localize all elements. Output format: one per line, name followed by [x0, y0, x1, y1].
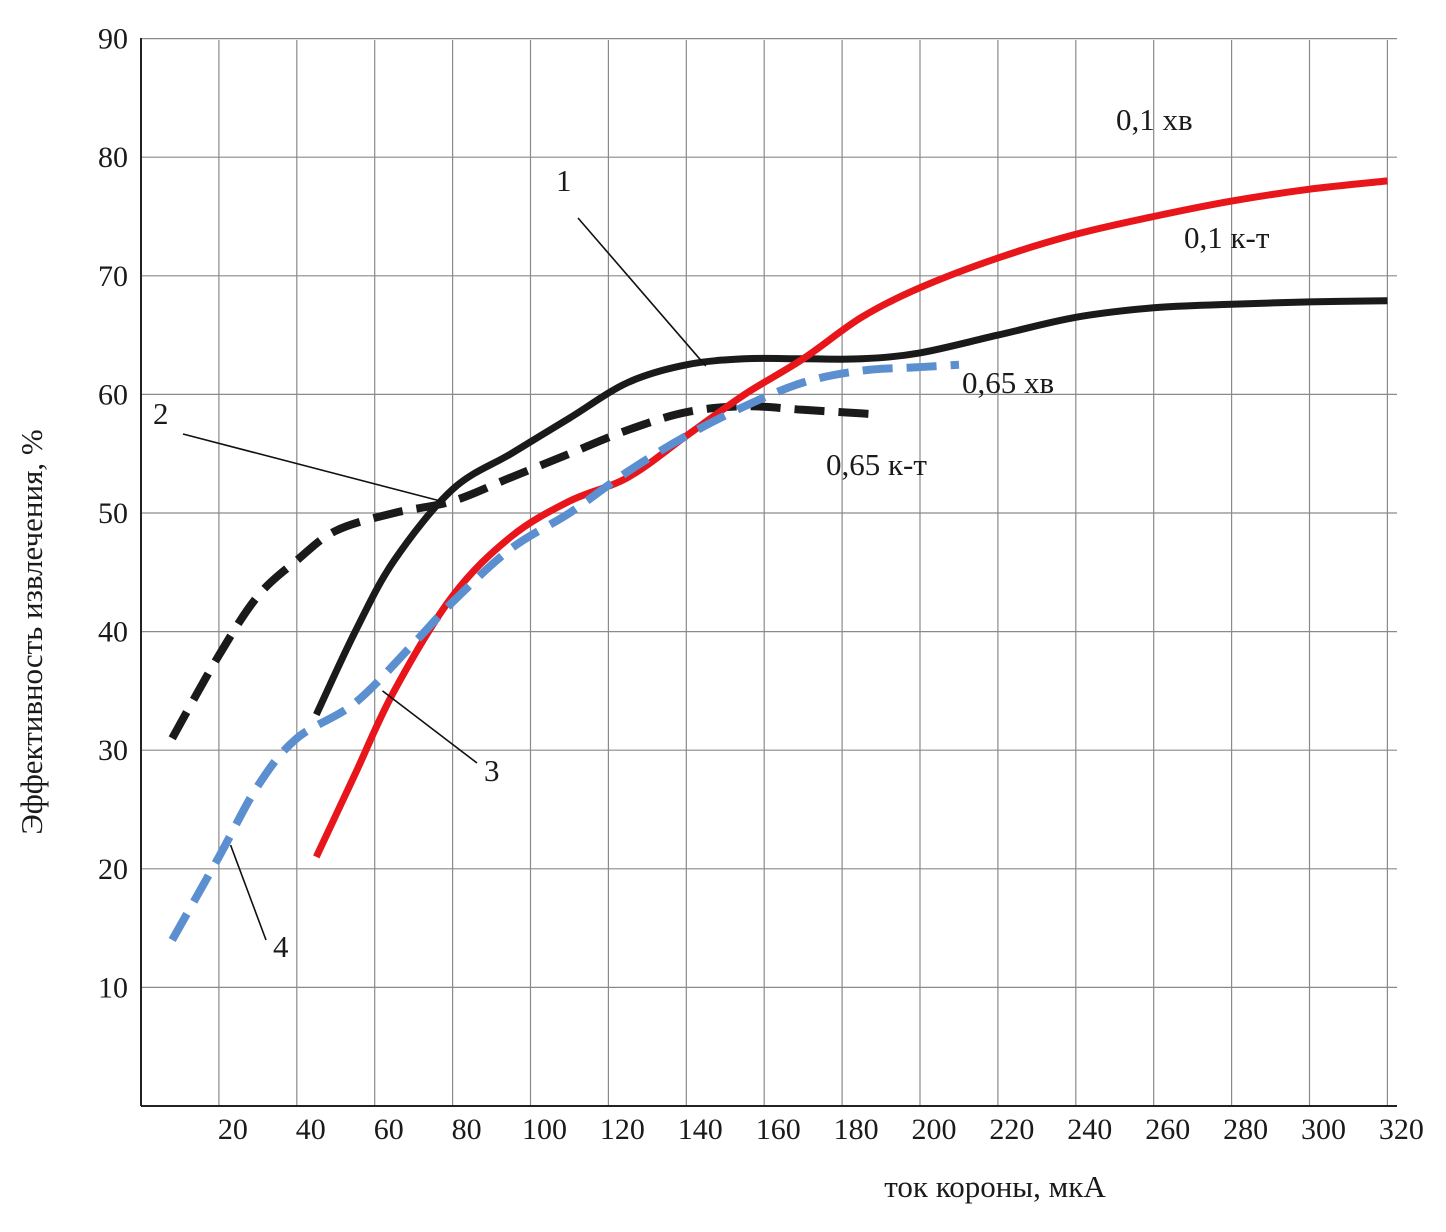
- x-tick-label: 140: [678, 1113, 723, 1146]
- leader-line-2: [182, 433, 442, 502]
- x-axis-title: ток короны, мкА: [884, 1169, 1106, 1204]
- series-line-3: [313, 177, 1388, 859]
- annotation-065-hv: 0,65 хв: [962, 365, 1054, 400]
- annotation-curve-2: 2: [153, 396, 169, 431]
- annotations: 1 2 3 4 0,1 хв 0,1 к-т 0,65 хв 0,65 к-т: [153, 102, 1270, 964]
- x-tick-label: 180: [834, 1113, 879, 1146]
- grid: [141, 37, 1397, 1106]
- series-lines: [168, 177, 1388, 942]
- axes: [140, 38, 1397, 1107]
- y-axis-title: Эффективность извлечения, %: [14, 429, 49, 834]
- y-tick-label: 10: [98, 971, 128, 1004]
- y-tick-label: 20: [98, 853, 128, 886]
- x-tick-label: 220: [989, 1113, 1034, 1146]
- annotation-065-kt: 0,65 к-т: [826, 447, 927, 482]
- x-tick-label: 20: [218, 1113, 248, 1146]
- y-tick-label: 40: [98, 616, 128, 649]
- y-tick-label: 80: [98, 141, 128, 174]
- series-line-1: [313, 297, 1388, 717]
- series-line-2: [168, 402, 882, 741]
- x-tick-label: 200: [912, 1113, 957, 1146]
- tick-labels: 20 40 60 80 100 120 140 160 180 200 220 240 260 280 30…: [98, 23, 1424, 1146]
- annotation-curve-4: 4: [273, 929, 289, 964]
- y-tick-label: 90: [98, 23, 128, 56]
- x-tick-label: 280: [1223, 1113, 1268, 1146]
- x-tick-label: 100: [522, 1113, 567, 1146]
- y-tick-label: 50: [98, 497, 128, 530]
- leader-line-3: [382, 690, 478, 764]
- x-tick-label: 240: [1067, 1113, 1112, 1146]
- leader-line-1: [577, 217, 707, 367]
- annotation-01-hv: 0,1 хв: [1116, 102, 1193, 137]
- y-tick-label: 70: [98, 260, 128, 293]
- x-tick-label: 80: [452, 1113, 482, 1146]
- x-tick-label: 260: [1145, 1113, 1190, 1146]
- annotation-curve-1: 1: [556, 163, 572, 198]
- x-tick-label: 160: [756, 1113, 801, 1146]
- y-tick-label: 60: [98, 378, 128, 411]
- leader-lines: [182, 217, 707, 941]
- series-line-4: [168, 360, 960, 942]
- y-tick-label: 30: [98, 734, 128, 767]
- x-tick-label: 320: [1379, 1113, 1424, 1146]
- x-tick-label: 60: [374, 1113, 404, 1146]
- x-tick-label: 300: [1301, 1113, 1346, 1146]
- x-tick-label: 40: [296, 1113, 326, 1146]
- annotation-01-kt: 0,1 к-т: [1184, 220, 1270, 255]
- leader-line-4: [229, 844, 267, 941]
- x-tick-label: 120: [600, 1113, 645, 1146]
- annotation-curve-3: 3: [484, 753, 500, 788]
